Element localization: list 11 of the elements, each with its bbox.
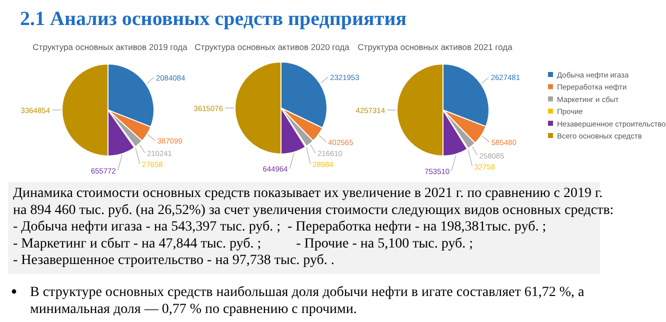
chart-title: Структура основных активов 2019 года	[32, 42, 188, 52]
text: на 894 460 тыс. руб. (на 26,52%) за счет увеличения стоимости следующих видов основных средств:	[13, 202, 614, 218]
text: - Маркетинг и сбыт - на 47,844 тыс. руб. ; - Прочие - на 5,100 тыс. руб. ;	[13, 236, 474, 252]
chart-title: Структура основных активов 2020 года	[194, 42, 350, 52]
text: В структуре основных средств наибольшая доля добычи нефти в игате составляет 61,72 %, а	[30, 285, 585, 300]
text: - Незавершенное строительство - на 97,738 тыс. руб. .	[13, 253, 334, 268]
text: 2.1 Анализ основных средств предприятия	[20, 8, 407, 30]
text: - Добыча нефти игаза - на 543,397 тыс. руб. ; - Переработка нефти - на 198,381тыс. руб. ;	[13, 220, 546, 235]
text: минимальная доля — 0,77 % по сравнению с прочими.	[30, 302, 357, 317]
chart-title: Структура основных активов 2021 года	[358, 42, 513, 52]
text: Динамика стоимости основных средств показывает их увеличение в 2021 г. по сравнению с 2019 г.	[13, 186, 603, 201]
